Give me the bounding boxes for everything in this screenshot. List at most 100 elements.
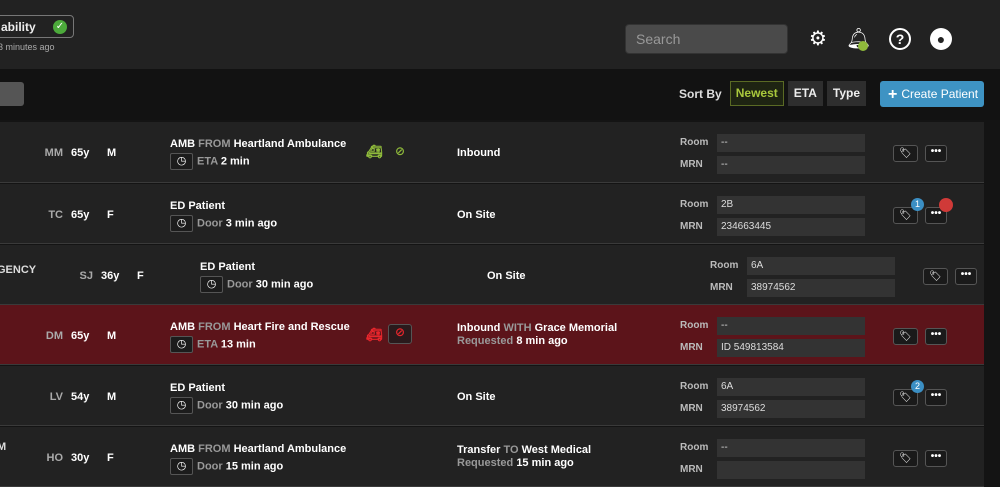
time-value: 3 min ago <box>225 217 278 230</box>
status: On Site <box>487 270 526 282</box>
arrival-time: ◷ Door 3 min ago <box>170 215 277 232</box>
check-circle-icon: ✓ <box>53 20 67 34</box>
time-label: Door <box>227 278 253 291</box>
mrn-field[interactable] <box>717 461 865 479</box>
patient-age: 54y <box>71 391 90 403</box>
gear-icon[interactable]: ⚙ <box>809 28 827 50</box>
tag-count-badge: 1 <box>911 198 924 211</box>
sort-newest-button[interactable]: Newest <box>729 81 784 106</box>
help-icon[interactable]: ? <box>889 28 911 50</box>
user-icon[interactable]: ● <box>930 28 952 50</box>
last-updated: 3 minutes ago <box>0 42 55 52</box>
mrn-field[interactable]: 234663445 <box>717 218 865 236</box>
status-badge[interactable]: ability ✓ <box>0 15 74 38</box>
clock-icon[interactable]: ◷ <box>200 276 223 293</box>
arrival-type: ED Patient <box>200 261 256 273</box>
requested-value: 15 min ago <box>516 457 574 469</box>
room-label: Room <box>680 199 709 210</box>
arrival-time: ◷ Door 30 min ago <box>200 276 313 293</box>
status: Inbound <box>457 147 500 159</box>
more-button[interactable]: ••• <box>955 268 977 285</box>
patient-sex: M <box>107 391 117 403</box>
tag-icon: 🏷︎ <box>899 331 912 342</box>
mrn-field[interactable]: -- <box>717 156 865 174</box>
time-label: Door <box>197 399 223 412</box>
table-row[interactable]: MM 65y M AMB FROM Heartland Ambulance ◷ E… <box>0 122 984 183</box>
ambulance-icon: 🚑︎ <box>366 327 383 342</box>
create-patient-button[interactable]: + Create Patient <box>880 81 984 107</box>
tag-button[interactable]: 🏷︎ <box>893 328 918 345</box>
mrn-label: MRN <box>680 342 703 353</box>
table-row[interactable]: M HO 30y F AMB FROM Heartland Ambulance … <box>0 427 984 487</box>
patient-initials: LV <box>49 391 63 403</box>
clock-icon[interactable]: ◷ <box>170 153 193 170</box>
room-field[interactable]: 6A <box>717 378 865 396</box>
sort-eta-button[interactable]: ETA <box>787 81 823 106</box>
sort-label: Sort By <box>679 86 722 101</box>
patient-age: 30y <box>71 452 90 464</box>
ellipsis-icon: ••• <box>930 146 942 157</box>
row-prefix: GENCY <box>0 264 37 276</box>
tag-count-badge: 2 <box>911 380 924 393</box>
time-value: 15 min ago <box>225 460 284 473</box>
table-row[interactable]: TC 65y F ED Patient ◷ Door 3 min ago On Si… <box>0 184 984 244</box>
check-circle-icon[interactable]: ⊘ <box>388 324 412 344</box>
filter-button[interactable] <box>0 82 24 106</box>
arrival-time: ◷ ETA 13 min <box>170 336 256 353</box>
patient-initials: TC <box>48 209 63 221</box>
requested-label: Requested <box>457 335 514 347</box>
clock-icon[interactable]: ◷ <box>170 397 193 414</box>
sort-type-button[interactable]: Type <box>826 81 866 106</box>
time-label: ETA <box>197 338 218 351</box>
ellipsis-icon: ••• <box>930 329 942 340</box>
table-row[interactable]: GENCY SJ 36y F ED Patient ◷ Door 30 min a… <box>0 245 984 305</box>
room-field[interactable]: -- <box>717 317 865 335</box>
arrival-type: ED Patient <box>170 382 226 394</box>
row-prefix: M <box>0 441 7 453</box>
mrn-field[interactable]: 38974562 <box>717 400 865 418</box>
arrival-connector: FROM <box>198 443 231 455</box>
patient-initials: MM <box>44 147 63 159</box>
patient-sex: M <box>107 330 117 342</box>
room-field[interactable]: 2B <box>717 196 865 214</box>
tag-icon: 🏷︎ <box>899 210 912 221</box>
room-field[interactable]: -- <box>717 134 865 152</box>
mrn-field[interactable]: ID 549813584 <box>717 339 865 357</box>
tag-button[interactable]: 🏷︎ <box>893 389 918 406</box>
time-label: Door <box>197 460 223 473</box>
time-value: 2 min <box>220 155 250 168</box>
mrn-label: MRN <box>680 403 703 414</box>
tag-button[interactable]: 🏷︎ <box>893 207 918 224</box>
table-row[interactable]: DM 65y M AMB FROM Heart Fire and Rescue … <box>0 305 984 365</box>
status-main: Transfer <box>457 444 501 456</box>
time-value: 30 min ago <box>225 399 284 412</box>
tag-icon: 🏷︎ <box>929 271 942 282</box>
tag-button[interactable]: 🏷︎ <box>893 450 918 467</box>
time-value: 30 min ago <box>255 278 314 291</box>
more-button[interactable]: ••• <box>925 389 947 406</box>
more-button[interactable]: ••• <box>925 207 947 224</box>
more-button[interactable]: ••• <box>925 145 947 162</box>
more-button[interactable]: ••• <box>925 328 947 345</box>
tag-button[interactable]: 🏷︎ <box>923 268 948 285</box>
room-field[interactable]: 6A <box>747 257 895 275</box>
room-label: Room <box>680 381 709 392</box>
more-button[interactable]: ••• <box>925 450 947 467</box>
room-field[interactable]: -- <box>717 439 865 457</box>
patient-initials: DM <box>45 330 63 342</box>
check-circle-icon[interactable]: ⊘ <box>394 144 406 158</box>
time-label: Door <box>197 217 223 230</box>
table-row[interactable]: LV 54y M ED Patient ◷ Door 30 min ago On S… <box>0 366 984 426</box>
ambulance-icon: 🚑︎ <box>366 144 383 159</box>
tag-button[interactable]: 🏷︎ <box>893 145 918 162</box>
mrn-field[interactable]: 38974562 <box>747 279 895 297</box>
clock-icon[interactable]: ◷ <box>170 215 193 232</box>
arrival-origin: Heartland Ambulance <box>233 138 347 150</box>
status-main: Inbound <box>457 147 501 159</box>
search-input[interactable]: Search <box>625 24 788 54</box>
arrival-origin: Heart Fire and Rescue <box>233 321 350 333</box>
mrn-label: MRN <box>680 159 703 170</box>
sort-group: Sort By Newest ETA Type <box>679 81 866 106</box>
status-main: On Site <box>457 391 496 403</box>
clock-icon[interactable]: ◷ <box>170 336 193 353</box>
